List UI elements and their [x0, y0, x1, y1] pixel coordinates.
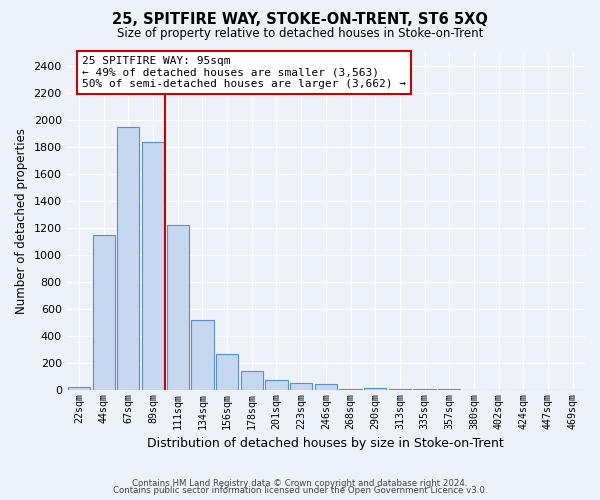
Text: 25, SPITFIRE WAY, STOKE-ON-TRENT, ST6 5XQ: 25, SPITFIRE WAY, STOKE-ON-TRENT, ST6 5X…	[112, 12, 488, 28]
Bar	[438, 389, 460, 390]
Bar	[142, 142, 164, 390]
Bar	[364, 388, 386, 390]
Text: Contains public sector information licensed under the Open Government Licence v3: Contains public sector information licen…	[113, 486, 487, 495]
Bar	[68, 386, 90, 390]
Bar	[265, 380, 287, 390]
Bar	[290, 383, 312, 390]
Bar	[389, 389, 411, 390]
Bar	[340, 388, 362, 390]
Text: 25 SPITFIRE WAY: 95sqm
← 49% of detached houses are smaller (3,563)
50% of semi-: 25 SPITFIRE WAY: 95sqm ← 49% of detached…	[82, 56, 406, 89]
Bar	[191, 320, 214, 390]
Bar	[413, 389, 436, 390]
Text: Contains HM Land Registry data © Crown copyright and database right 2024.: Contains HM Land Registry data © Crown c…	[132, 478, 468, 488]
Bar	[167, 225, 189, 390]
Bar	[216, 354, 238, 390]
Bar	[117, 126, 139, 390]
Bar	[92, 234, 115, 390]
Text: Size of property relative to detached houses in Stoke-on-Trent: Size of property relative to detached ho…	[117, 28, 483, 40]
Bar	[315, 384, 337, 390]
Bar	[241, 371, 263, 390]
X-axis label: Distribution of detached houses by size in Stoke-on-Trent: Distribution of detached houses by size …	[148, 437, 504, 450]
Y-axis label: Number of detached properties: Number of detached properties	[15, 128, 28, 314]
